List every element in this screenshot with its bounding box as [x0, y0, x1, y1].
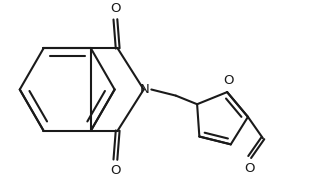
Text: O: O	[245, 162, 255, 175]
Text: O: O	[110, 2, 121, 15]
Text: N: N	[140, 83, 149, 96]
Text: O: O	[224, 74, 234, 87]
Text: O: O	[110, 164, 121, 177]
